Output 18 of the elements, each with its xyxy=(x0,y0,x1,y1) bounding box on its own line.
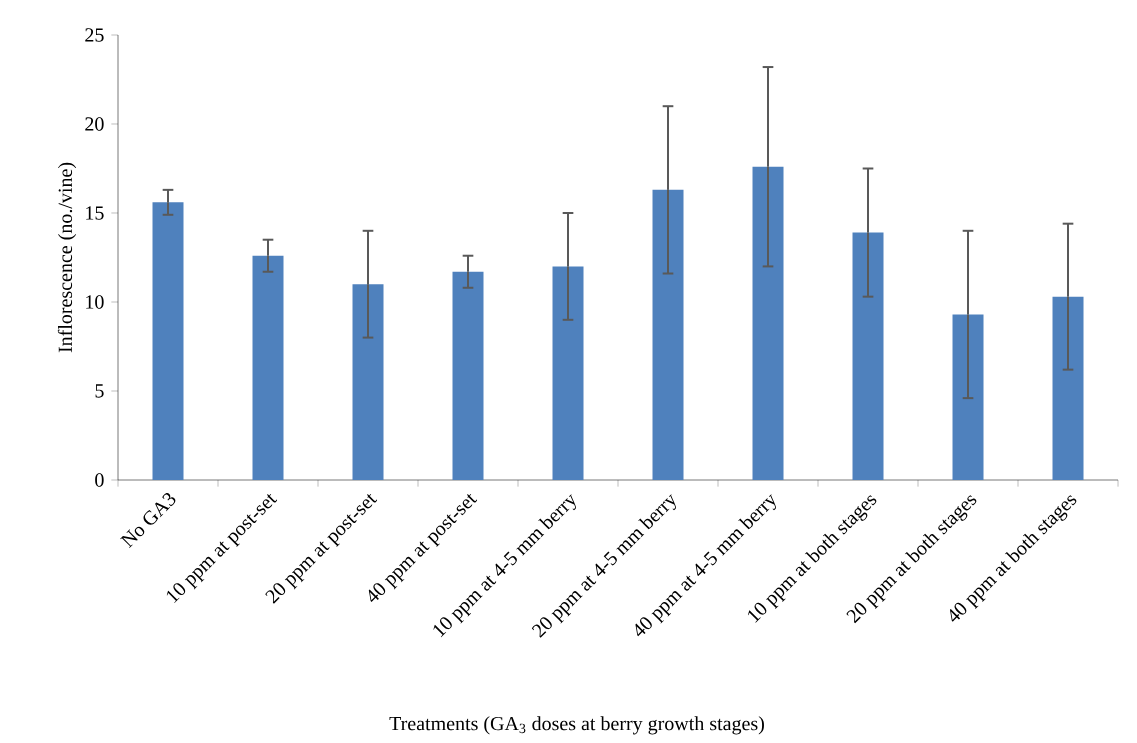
y-tick-label: 20 xyxy=(85,117,104,131)
bar xyxy=(452,271,484,480)
bar xyxy=(252,255,284,480)
y-tick-label: 15 xyxy=(86,206,104,220)
bar xyxy=(652,189,684,480)
bar xyxy=(752,166,784,480)
x-axis-title: Treatments (GA$_{3}$ doses at berry growth stages) xyxy=(389,716,764,735)
x-tick-label: No GA3 xyxy=(120,493,176,549)
bar xyxy=(1052,296,1084,480)
bar xyxy=(352,284,384,480)
bar xyxy=(152,202,184,480)
y-tick-label: 25 xyxy=(85,28,104,42)
bar xyxy=(552,266,584,480)
y-tick-label: 5 xyxy=(95,384,104,398)
y-tick-label: 10 xyxy=(86,295,104,309)
bar xyxy=(852,232,884,480)
y-tick-label: 0 xyxy=(95,473,104,487)
y-axis-title: Inflorescence (no./vine) xyxy=(57,162,77,353)
